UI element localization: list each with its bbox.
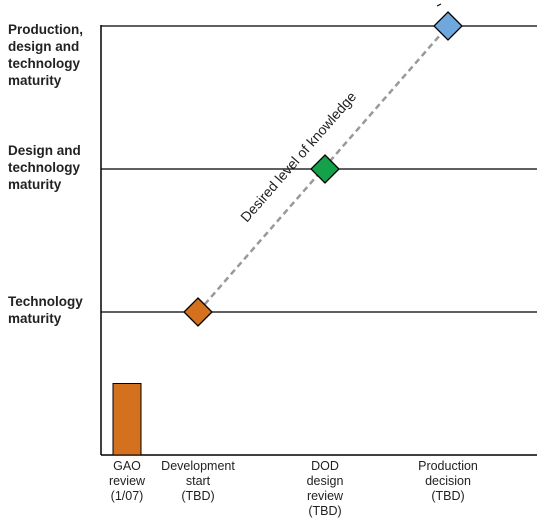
milestone-diamond-2 [310, 154, 340, 184]
desired-knowledge-line [197, 25, 449, 313]
x-label-4: Production decision (TBD) [418, 459, 478, 503]
x-label-3: DOD design review (TBD) [306, 459, 344, 518]
y-label-level-1: Technology maturity [8, 294, 83, 326]
bar-gao-review [112, 383, 142, 456]
x-label-1: GAO review (1/07) [108, 459, 146, 503]
y-label-level-3: Production, design and technology maturi… [8, 22, 83, 88]
milestone-markers [183, 11, 463, 327]
trend-label: Desired level of knowledge [237, 88, 359, 225]
x-label-2: Development start (TBD) [161, 459, 235, 503]
top-tick [436, 3, 442, 7]
bars [112, 383, 142, 456]
y-label-level-2: Design and technology maturity [8, 143, 81, 192]
milestone-diamond-1 [183, 297, 213, 327]
milestone-diamond-3 [433, 11, 463, 41]
